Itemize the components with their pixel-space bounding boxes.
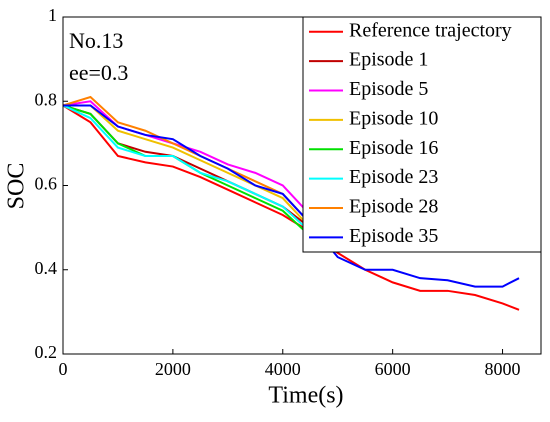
x-tick-label: 0	[59, 359, 68, 379]
legend-label: Episode 5	[349, 78, 428, 100]
legend-label: Episode 23	[349, 166, 438, 188]
series-line	[63, 104, 311, 229]
legend-label: Reference trajectory	[349, 19, 512, 41]
y-tick-label: 1	[48, 5, 57, 25]
series-line	[62, 100, 311, 216]
y-tick-label: 0.8	[35, 89, 58, 109]
annotation: ee=0.3	[69, 60, 128, 85]
legend-box	[302, 16, 542, 253]
y-tick-label: 0.6	[35, 174, 58, 194]
plot-frame	[62, 16, 542, 355]
x-tick-label: 6000	[375, 359, 411, 379]
x-axis-label: Time(s)	[268, 383, 343, 409]
y-tick-label: 0.2	[35, 342, 58, 362]
series-line	[63, 104, 520, 288]
legend-label: Episode 16	[349, 137, 438, 159]
x-tick-label: 2000	[155, 359, 191, 379]
x-tick-label: 4000	[265, 359, 301, 379]
y-axis-label: SOC	[4, 163, 30, 210]
legend-label: Episode 10	[349, 107, 438, 129]
series-line	[62, 95, 311, 225]
y-tick-label: 0.4	[35, 258, 58, 278]
series-line	[62, 104, 311, 233]
legend-label: Episode 28	[349, 196, 438, 218]
legend-label: Episode 1	[349, 49, 428, 71]
x-tick-label: 8000	[485, 359, 521, 379]
legend-label: Episode 35	[349, 225, 438, 247]
annotation: No.13	[69, 28, 123, 53]
